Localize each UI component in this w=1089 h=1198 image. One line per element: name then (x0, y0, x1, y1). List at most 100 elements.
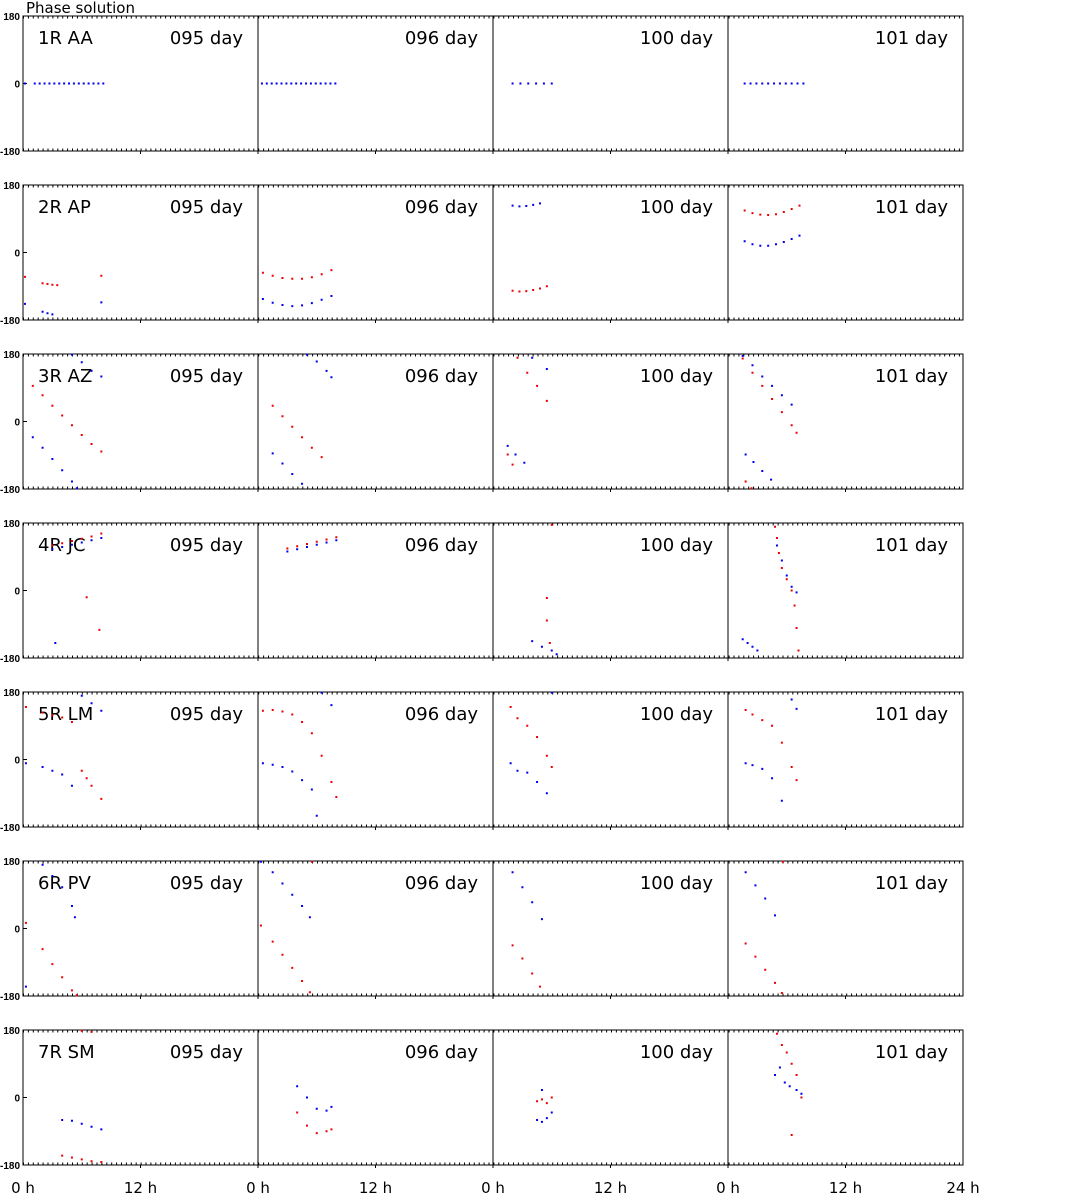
data-point-red (80, 769, 83, 772)
data-point-blue (305, 546, 308, 548)
data-point-red (774, 525, 776, 528)
data-point-red (310, 276, 313, 279)
data-point-blue (320, 298, 323, 301)
data-point-blue (281, 882, 284, 885)
y-tick-label: 180 (3, 12, 20, 23)
x-tick-label: 0 h (246, 1179, 270, 1197)
data-point-red (61, 414, 64, 417)
data-point-blue (41, 863, 44, 866)
data-point-blue (334, 82, 337, 85)
y-tick-label: 180 (3, 519, 20, 530)
data-point-blue (790, 82, 793, 85)
data-point-red (330, 1128, 333, 1131)
data-point-red (291, 277, 294, 280)
data-point-blue (330, 295, 333, 297)
data-point-red (85, 596, 88, 599)
data-point-blue (314, 82, 317, 85)
day-label: 100 day (640, 704, 714, 725)
data-point-blue (260, 82, 263, 85)
day-label: 101 day (875, 1042, 949, 1063)
day-label: 101 day (875, 704, 949, 725)
data-point-blue (41, 310, 44, 313)
data-point-blue (300, 82, 303, 85)
data-point-red (61, 1154, 64, 1157)
data-point-red (46, 283, 49, 285)
data-point-red (759, 213, 762, 216)
data-point-red (308, 991, 311, 994)
day-label: 096 day (405, 704, 479, 725)
data-point-red (291, 713, 294, 716)
data-point-blue (295, 82, 298, 85)
data-point-blue (61, 546, 64, 548)
data-point-red (330, 781, 333, 783)
data-point-blue (774, 243, 777, 246)
x-tick-label: 0 h (11, 1179, 35, 1197)
data-point-red (100, 532, 103, 535)
data-point-blue (516, 769, 519, 772)
data-point-red (526, 371, 529, 374)
day-label: 100 day (640, 873, 714, 894)
data-point-red (286, 547, 289, 550)
data-point-red (795, 779, 798, 782)
data-point-red (310, 732, 313, 735)
day-label: 100 day (640, 28, 714, 49)
data-point-blue (790, 698, 793, 701)
data-point-blue (329, 82, 332, 85)
data-point-red (296, 1111, 299, 1114)
y-tick-label: -180 (0, 992, 20, 1003)
data-point-red (545, 619, 548, 622)
figure-title: Phase solution (26, 0, 135, 17)
data-point-red (531, 972, 534, 975)
data-point-blue (540, 918, 543, 921)
data-point-red (790, 208, 793, 210)
data-point-blue (759, 244, 762, 247)
data-point-blue (330, 376, 333, 379)
data-point-blue (61, 886, 64, 889)
data-point-blue (23, 302, 26, 305)
data-point-blue (788, 1085, 791, 1088)
data-point-blue (285, 82, 288, 85)
data-point-red (761, 719, 764, 722)
data-point-red (90, 784, 93, 787)
y-tick-label: -180 (0, 316, 20, 327)
data-point-blue (296, 1085, 299, 1088)
data-point-red (56, 284, 59, 287)
data-point-blue (798, 234, 801, 237)
data-point-blue (301, 779, 304, 782)
day-label: 095 day (170, 28, 244, 49)
data-point-red (325, 538, 328, 541)
data-point-red (536, 384, 539, 387)
data-point-blue (540, 1120, 543, 1123)
data-point-red (98, 628, 101, 631)
x-tick-label: 12 h (359, 1179, 392, 1197)
day-label: 101 day (875, 873, 949, 894)
data-point-red (764, 968, 767, 971)
data-point-blue (800, 1092, 803, 1095)
data-point-blue (741, 638, 744, 641)
data-point-red (100, 1161, 103, 1163)
data-point-red (545, 754, 548, 757)
data-point-blue (305, 353, 308, 356)
y-tick-label: 0 (14, 756, 20, 767)
data-point-red (80, 434, 83, 436)
data-point-blue (526, 771, 529, 774)
data-point-blue (271, 301, 274, 304)
data-point-red (51, 283, 54, 286)
data-point-blue (550, 82, 553, 85)
data-point-blue (782, 241, 785, 243)
data-point-red (335, 536, 338, 539)
data-point-red (51, 714, 54, 717)
day-label: 096 day (405, 28, 479, 49)
data-point-blue (751, 645, 754, 648)
data-point-blue (80, 361, 83, 364)
data-point-blue (97, 82, 100, 85)
x-tick-label: 12 h (594, 1179, 627, 1197)
data-point-blue (281, 766, 284, 768)
data-point-blue (291, 893, 294, 896)
data-point-red (795, 627, 798, 629)
data-point-red (525, 290, 528, 293)
data-point-blue (24, 762, 27, 765)
data-point-blue (291, 305, 294, 308)
data-point-blue (271, 452, 274, 455)
